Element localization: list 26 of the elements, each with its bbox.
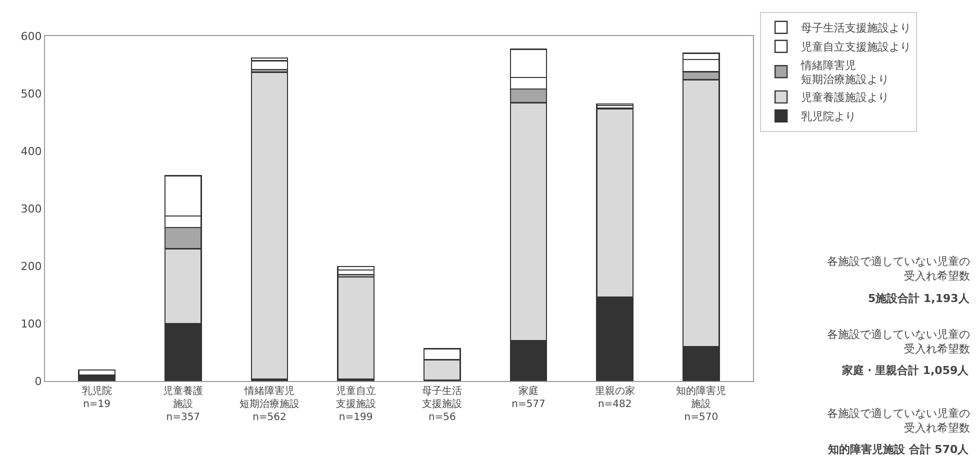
y-tick-label: 300 — [20, 202, 42, 216]
x-tick-label: 家庭 n=577 — [512, 385, 546, 410]
legend-label: 情緒障害児短期治療施設より — [800, 58, 890, 86]
y-tick-label: 500 — [20, 87, 42, 100]
x-tick-label: 児童養護施設 n=357 — [163, 385, 204, 423]
text: 各施設で適していない児童の受入れ希望数 — [827, 407, 970, 434]
y-tick-label: 100 — [20, 317, 42, 330]
text: 5施設合計 1,193人 — [868, 292, 970, 305]
x-tick-label: 児童自立支援施設 n=199 — [336, 385, 376, 423]
y-tick-label: 600 — [20, 30, 42, 43]
text: 各施設で適していない児童の受入れ希望数 — [827, 255, 970, 282]
text: 家庭・里親合計 1,059人 — [841, 364, 970, 377]
x-tick-label: 里親の家 n=482 — [594, 385, 635, 410]
text: 各施設で適していない児童の受入れ希望数 — [827, 328, 970, 356]
y-tick-label: 200 — [20, 260, 42, 273]
legend-label: 乳児院より — [801, 110, 856, 124]
x-tick-label: 母子生活支援施設 n=56 — [422, 385, 462, 423]
x-tick-label: 情緒障害児短期治療施設 n=562 — [239, 385, 300, 423]
legend-label: 児童自立支援施設より — [801, 40, 912, 54]
x-tick-label: 知的障害児施設 n=570 — [676, 385, 726, 423]
y-tick-label: 400 — [20, 144, 42, 158]
y-tick-label: 0 — [34, 374, 42, 388]
legend-label: 母子生活支援施設より — [801, 22, 912, 35]
x-tick-label: 乳児院 n=19 — [82, 385, 112, 410]
legend-label: 児童養護施設より — [801, 91, 890, 104]
text: 知的障害児施設 合計 570人 — [827, 443, 970, 456]
